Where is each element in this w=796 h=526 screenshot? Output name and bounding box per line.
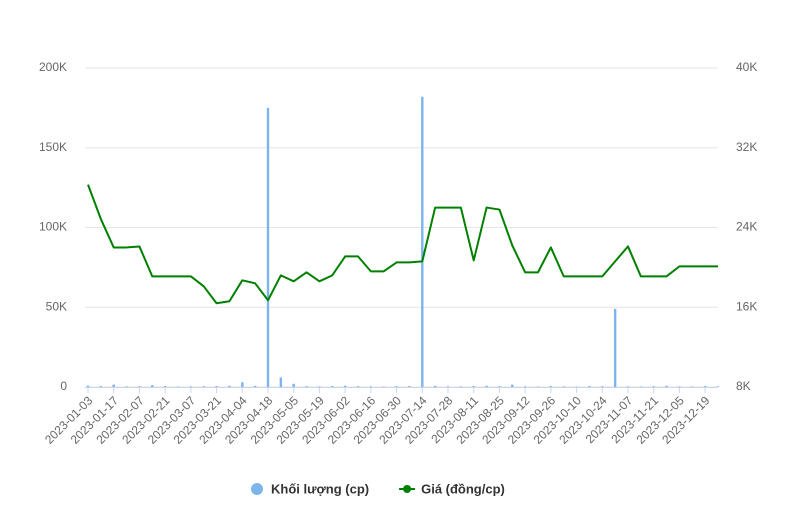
bar [703, 386, 707, 387]
bar [626, 386, 630, 387]
y2-tick-label: 40K [736, 60, 757, 74]
bar [549, 386, 553, 387]
bar [369, 386, 373, 387]
bar [138, 386, 141, 387]
bar [86, 385, 90, 387]
bar [266, 107, 270, 387]
bar [678, 386, 681, 387]
bar [472, 386, 475, 387]
bar [562, 386, 565, 387]
bar [511, 384, 514, 387]
price-line [87, 184, 718, 305]
bar [665, 385, 668, 387]
bar [343, 385, 347, 387]
bar [613, 308, 617, 387]
bar [279, 377, 283, 387]
bar [305, 386, 308, 387]
y2-tick-label: 8K [736, 379, 751, 393]
bar [331, 386, 334, 387]
bar [228, 385, 231, 387]
bar [716, 386, 720, 387]
bar [601, 386, 604, 387]
y2-tick-label: 32K [736, 140, 757, 154]
bar [215, 386, 218, 387]
bar [163, 386, 167, 387]
legend: Khối lượng (cp) Giá (đồng/cp) [251, 481, 505, 496]
legend-symbol [403, 485, 412, 493]
bar [652, 386, 655, 387]
bar [241, 382, 244, 387]
y2-tick-label: 24K [736, 220, 757, 234]
bar [421, 96, 424, 388]
bar [99, 386, 103, 387]
bar [523, 386, 527, 387]
bar [292, 383, 295, 387]
bar [112, 384, 115, 387]
bar [588, 386, 591, 387]
bar [433, 385, 437, 387]
bar [356, 386, 360, 387]
legend-label: Khối lượng (cp) [271, 481, 369, 496]
bar [253, 385, 257, 387]
y-tick-label: 0 [60, 379, 67, 393]
y2-tick-label: 16K [736, 299, 757, 313]
bar [498, 386, 501, 387]
y-tick-label: 200K [39, 60, 67, 74]
y-tick-label: 150K [39, 140, 67, 154]
legend-symbol [251, 483, 263, 495]
legend-label: Giá (đồng/cp) [421, 481, 505, 496]
bar [202, 386, 205, 387]
bar [318, 386, 321, 387]
y-tick-label: 50K [46, 299, 67, 313]
bar [395, 386, 398, 387]
bar [125, 386, 128, 387]
y-tick-label: 100K [39, 220, 67, 234]
bar [485, 385, 488, 387]
bar [408, 386, 411, 387]
bar [189, 386, 193, 387]
bar [151, 385, 154, 387]
bar [446, 386, 450, 387]
bar [459, 386, 463, 387]
